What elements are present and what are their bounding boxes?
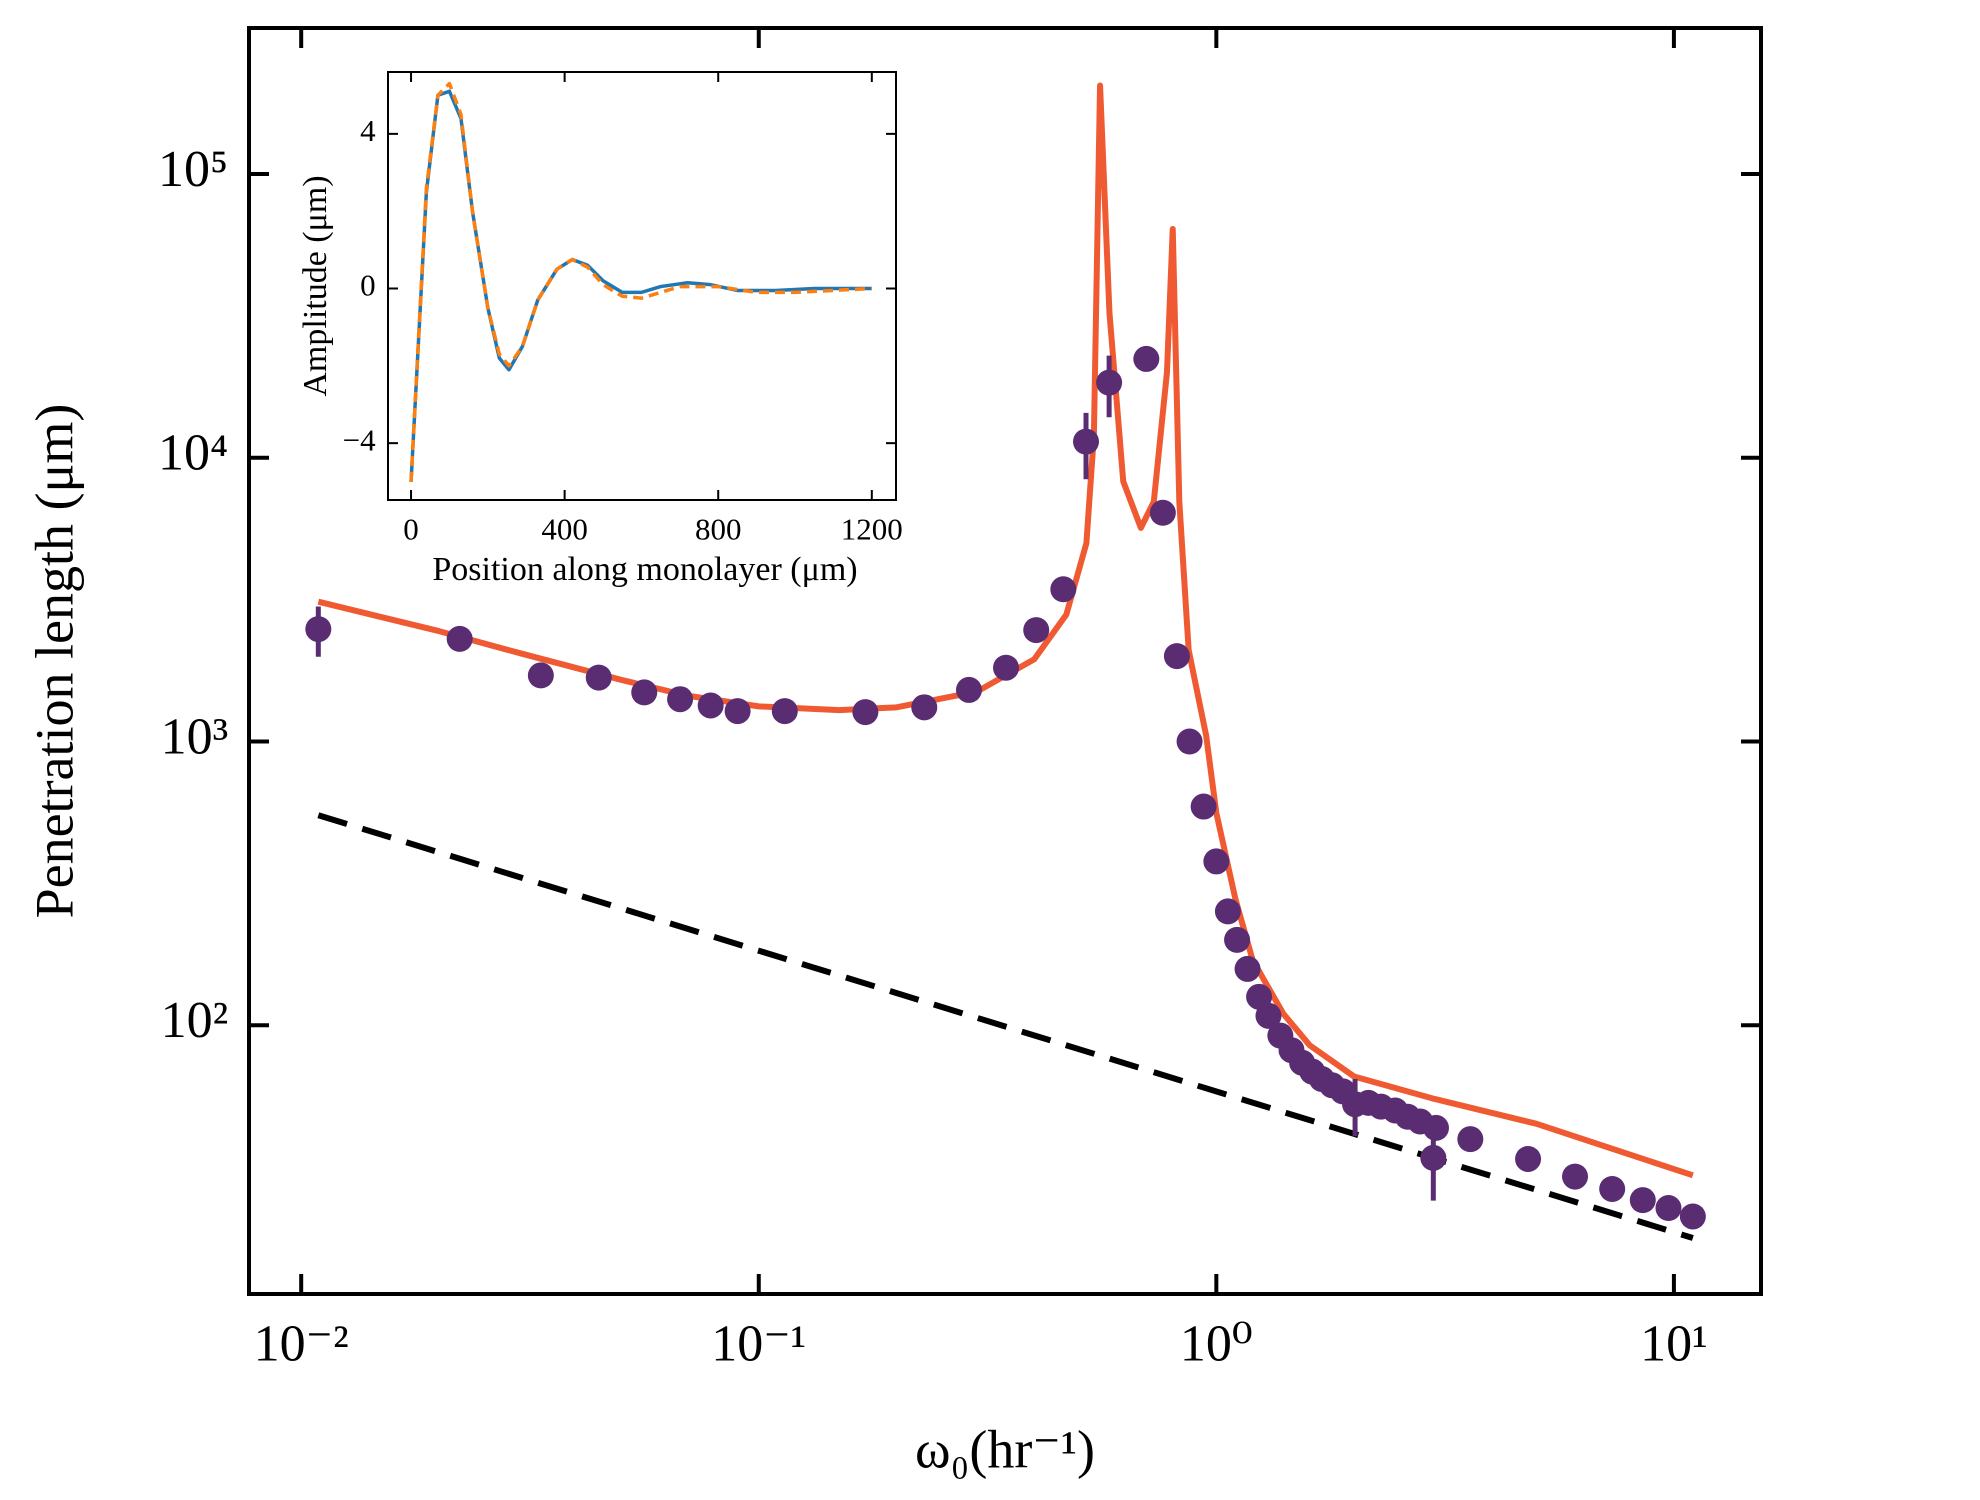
- data-point: [955, 676, 982, 703]
- x-tick-label: 400: [541, 512, 588, 547]
- y-axis-label: Amplitude (μm): [297, 175, 334, 396]
- data-point: [585, 664, 612, 691]
- data-point: [1214, 898, 1241, 925]
- data-point: [305, 616, 332, 643]
- data-point: [771, 698, 798, 725]
- data-point: [1073, 428, 1100, 455]
- data-point: [1234, 955, 1261, 982]
- data-point: [446, 625, 473, 652]
- data-point: [852, 699, 879, 726]
- data-point: [993, 654, 1020, 681]
- data-point: [1203, 848, 1230, 875]
- dashed-line: [409, 81, 872, 482]
- x-tick-label: 10⁻¹: [711, 1316, 806, 1373]
- plot-frame: [387, 71, 897, 501]
- dashed-line: [317, 812, 1694, 1241]
- data-point: [1655, 1195, 1682, 1222]
- inset-background: [388, 72, 896, 500]
- data-point: [527, 662, 554, 689]
- data-point: [697, 692, 724, 719]
- main-chart: 10⁻² 10⁻¹ 10⁰ 10¹ 10² 10³ 10⁴ 10⁵ ω₀(hr⁻¹) Penetr…: [24, 26, 1763, 1479]
- y-tick-label: 4: [360, 113, 376, 148]
- data-point: [1163, 643, 1190, 670]
- data-point: [1422, 1114, 1449, 1141]
- y-tick-label: 10²: [161, 992, 229, 1049]
- x-tick-label: 10⁰: [1180, 1316, 1253, 1373]
- y-tick-label: 10⁵: [158, 141, 228, 198]
- data-point: [1679, 1203, 1706, 1230]
- data-point: [1176, 728, 1203, 755]
- x-tick-label: 1200: [841, 512, 903, 547]
- data-point: [631, 679, 658, 706]
- plot-frame: [247, 26, 1763, 1296]
- x-axis-label: Position along monolayer (μm): [432, 551, 857, 588]
- inset-chart: 0 400 800 1200 −4 0 4 Position along monolayer …: [297, 71, 903, 588]
- data-point: [1515, 1145, 1542, 1172]
- data-point: [1190, 793, 1217, 820]
- data-point: [1224, 926, 1251, 953]
- y-axis-label: Penetration length (μm): [24, 404, 84, 919]
- line: [317, 82, 1694, 1179]
- data-point: [667, 686, 694, 713]
- data-point: [1255, 1002, 1282, 1029]
- data-point: [1599, 1175, 1626, 1202]
- y-tick-label: −4: [343, 422, 376, 457]
- data-point: [1629, 1187, 1656, 1214]
- x-tick-label: 0: [403, 512, 419, 547]
- y-tick-label: 10³: [161, 708, 229, 765]
- data-point: [1133, 345, 1160, 372]
- data-point: [1149, 499, 1176, 526]
- data-point: [911, 694, 938, 721]
- x-tick-label: 10¹: [1640, 1316, 1708, 1373]
- data-point: [1562, 1163, 1589, 1190]
- data-point: [1420, 1144, 1447, 1171]
- y-tick-label: 0: [360, 268, 376, 303]
- x-tick-label: 800: [695, 512, 742, 547]
- x-axis-label: ω₀(hr⁻¹): [915, 1419, 1095, 1479]
- x-tick-label: 10⁻²: [254, 1316, 349, 1373]
- y-tick-label: 10⁴: [158, 425, 228, 482]
- data-point: [724, 698, 751, 725]
- data-point: [1457, 1126, 1484, 1153]
- data-point: [1050, 576, 1077, 603]
- data-point: [1023, 617, 1050, 644]
- data-point: [1096, 369, 1123, 396]
